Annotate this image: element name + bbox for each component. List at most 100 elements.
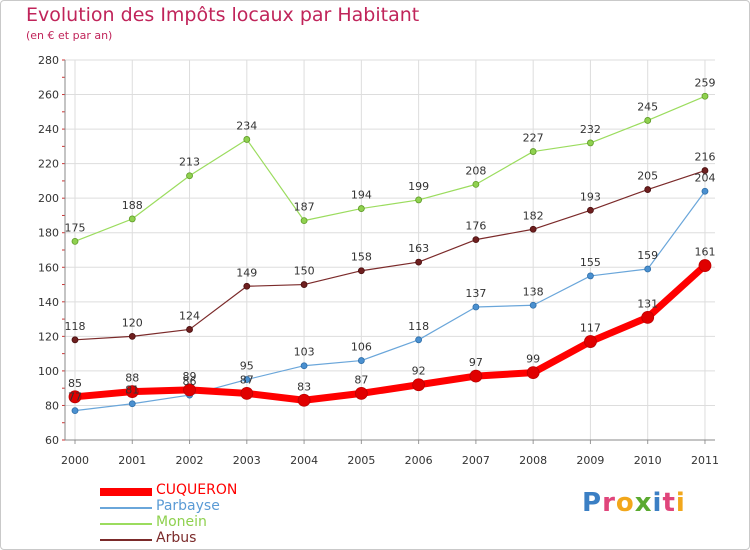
- data-label-cuqueron: 83: [297, 380, 311, 393]
- data-point-arbus: [644, 186, 652, 193]
- x-tick-labels: 2000 2001 2002 2003 2004 2005 2006 2007 2008 2009…: [61, 454, 719, 467]
- data-point-parbayse: [71, 407, 79, 415]
- data-point-parbayse: [128, 400, 136, 408]
- data-point-arbus: [357, 267, 365, 275]
- logo-letter: i: [652, 488, 663, 518]
- data-labels: 175 188 213 234 187 194 199 208 227 232 245 259 118 1…: [65, 76, 716, 403]
- data-point-cuqueron: [183, 383, 196, 397]
- data-point-parbayse: [415, 336, 423, 344]
- data-point-cuqueron: [68, 390, 82, 404]
- data-label-monein: 175: [65, 221, 86, 234]
- data-point-cuqueron: [297, 393, 311, 407]
- x-tick-label: 2006: [405, 454, 433, 467]
- data-point-parbayse: [529, 301, 537, 309]
- data-label-cuqueron: 161: [694, 246, 715, 259]
- data-point-monein: [243, 136, 251, 143]
- data-label-cuqueron: 117: [580, 322, 601, 335]
- proxiti-logo: Proxiti: [582, 488, 686, 518]
- y-tick-label: 160: [38, 261, 59, 274]
- data-label-parbayse: 103: [294, 346, 315, 359]
- y-tick-label: 200: [38, 192, 59, 205]
- series-line-parbayse: [74, 190, 706, 412]
- data-point-arbus: [186, 326, 193, 333]
- data-point-monein: [529, 148, 537, 155]
- x-tick-label: 2010: [634, 454, 662, 467]
- logo-letter: i: [675, 488, 686, 518]
- data-point-arbus: [415, 258, 423, 266]
- data-point-monein: [71, 237, 79, 245]
- data-label-parbayse: 77: [68, 391, 82, 404]
- data-label-cuqueron: 131: [637, 297, 658, 310]
- data-label-arbus: 205: [637, 170, 658, 183]
- x-tick-label: 2000: [61, 454, 89, 467]
- x-tick-label: 2001: [118, 454, 146, 467]
- data-point-parbayse: [587, 272, 594, 280]
- legend-label: CUQUERON: [156, 482, 238, 498]
- chart-title: Evolution des Impôts locaux par Habitant: [26, 4, 420, 26]
- x-tick-label: 2005: [347, 454, 375, 467]
- data-point-cuqueron: [469, 369, 483, 383]
- data-label-parbayse: 118: [408, 320, 429, 333]
- data-point-cuqueron: [354, 386, 368, 400]
- data-label-arbus: 163: [408, 242, 429, 255]
- data-point-arbus: [71, 336, 79, 344]
- data-point-cuqueron: [584, 335, 597, 348]
- series-parbayse: [71, 187, 709, 415]
- data-label-monein: 232: [580, 123, 601, 136]
- y-tick-label: 60: [45, 434, 59, 447]
- data-point-parbayse: [701, 187, 709, 195]
- logo-letter: P: [582, 488, 603, 518]
- y-tick-labels: 60 80 100 120 140 160 180 200 220 240 260 280: [38, 54, 59, 447]
- data-point-arbus: [243, 282, 251, 290]
- data-label-monein: 213: [179, 156, 200, 169]
- data-point-cuqueron: [641, 310, 655, 324]
- data-label-cuqueron: 99: [526, 353, 540, 366]
- data-point-monein: [472, 180, 480, 188]
- data-label-monein: 199: [408, 180, 429, 193]
- data-point-monein: [644, 117, 652, 124]
- data-label-cuqueron: 92: [412, 365, 426, 378]
- data-label-parbayse: 155: [580, 256, 601, 269]
- data-label-cuqueron: 87: [354, 373, 368, 386]
- x-tick-label: 2002: [176, 454, 204, 467]
- data-point-parbayse: [243, 376, 251, 383]
- data-point-parbayse: [357, 357, 365, 364]
- legend-label: Arbus: [156, 530, 197, 546]
- data-label-monein: 259: [694, 76, 715, 89]
- data-label-monein: 208: [465, 164, 486, 177]
- axes: [62, 59, 715, 444]
- x-tick-label: 2008: [519, 454, 547, 467]
- data-point-monein: [300, 217, 308, 225]
- legend-label: Monein: [156, 514, 207, 530]
- data-label-monein: 188: [122, 199, 143, 212]
- data-point-monein: [186, 172, 193, 180]
- data-label-parbayse: 159: [637, 249, 658, 262]
- x-tick-label: 2003: [233, 454, 261, 467]
- data-label-parbayse: 204: [694, 171, 715, 184]
- legend-swatch: [100, 488, 152, 496]
- data-point-cuqueron: [698, 259, 712, 272]
- data-label-parbayse: 81: [125, 384, 139, 397]
- data-label-arbus: 182: [523, 209, 544, 222]
- data-label-arbus: 216: [694, 151, 715, 164]
- grid-lines: [65, 59, 715, 440]
- y-tick-label: 120: [38, 330, 59, 343]
- data-label-arbus: 193: [580, 190, 601, 203]
- data-label-parbayse: 86: [183, 375, 197, 388]
- data-label-cuqueron: 88: [125, 372, 139, 385]
- data-label-parbayse: 137: [465, 287, 486, 300]
- data-point-parbayse: [300, 362, 308, 370]
- series-line-monein: [74, 95, 706, 242]
- data-label-arbus: 149: [236, 266, 257, 279]
- logo-letter: x: [634, 488, 653, 518]
- data-point-monein: [587, 139, 594, 147]
- data-point-cuqueron: [125, 385, 139, 399]
- logo-letter: t: [662, 488, 676, 518]
- data-label-arbus: 118: [65, 320, 86, 333]
- x-tick-label: 2007: [462, 454, 490, 467]
- data-label-arbus: 158: [351, 251, 372, 264]
- legend-swatch: [100, 507, 152, 509]
- data-point-arbus: [587, 206, 594, 214]
